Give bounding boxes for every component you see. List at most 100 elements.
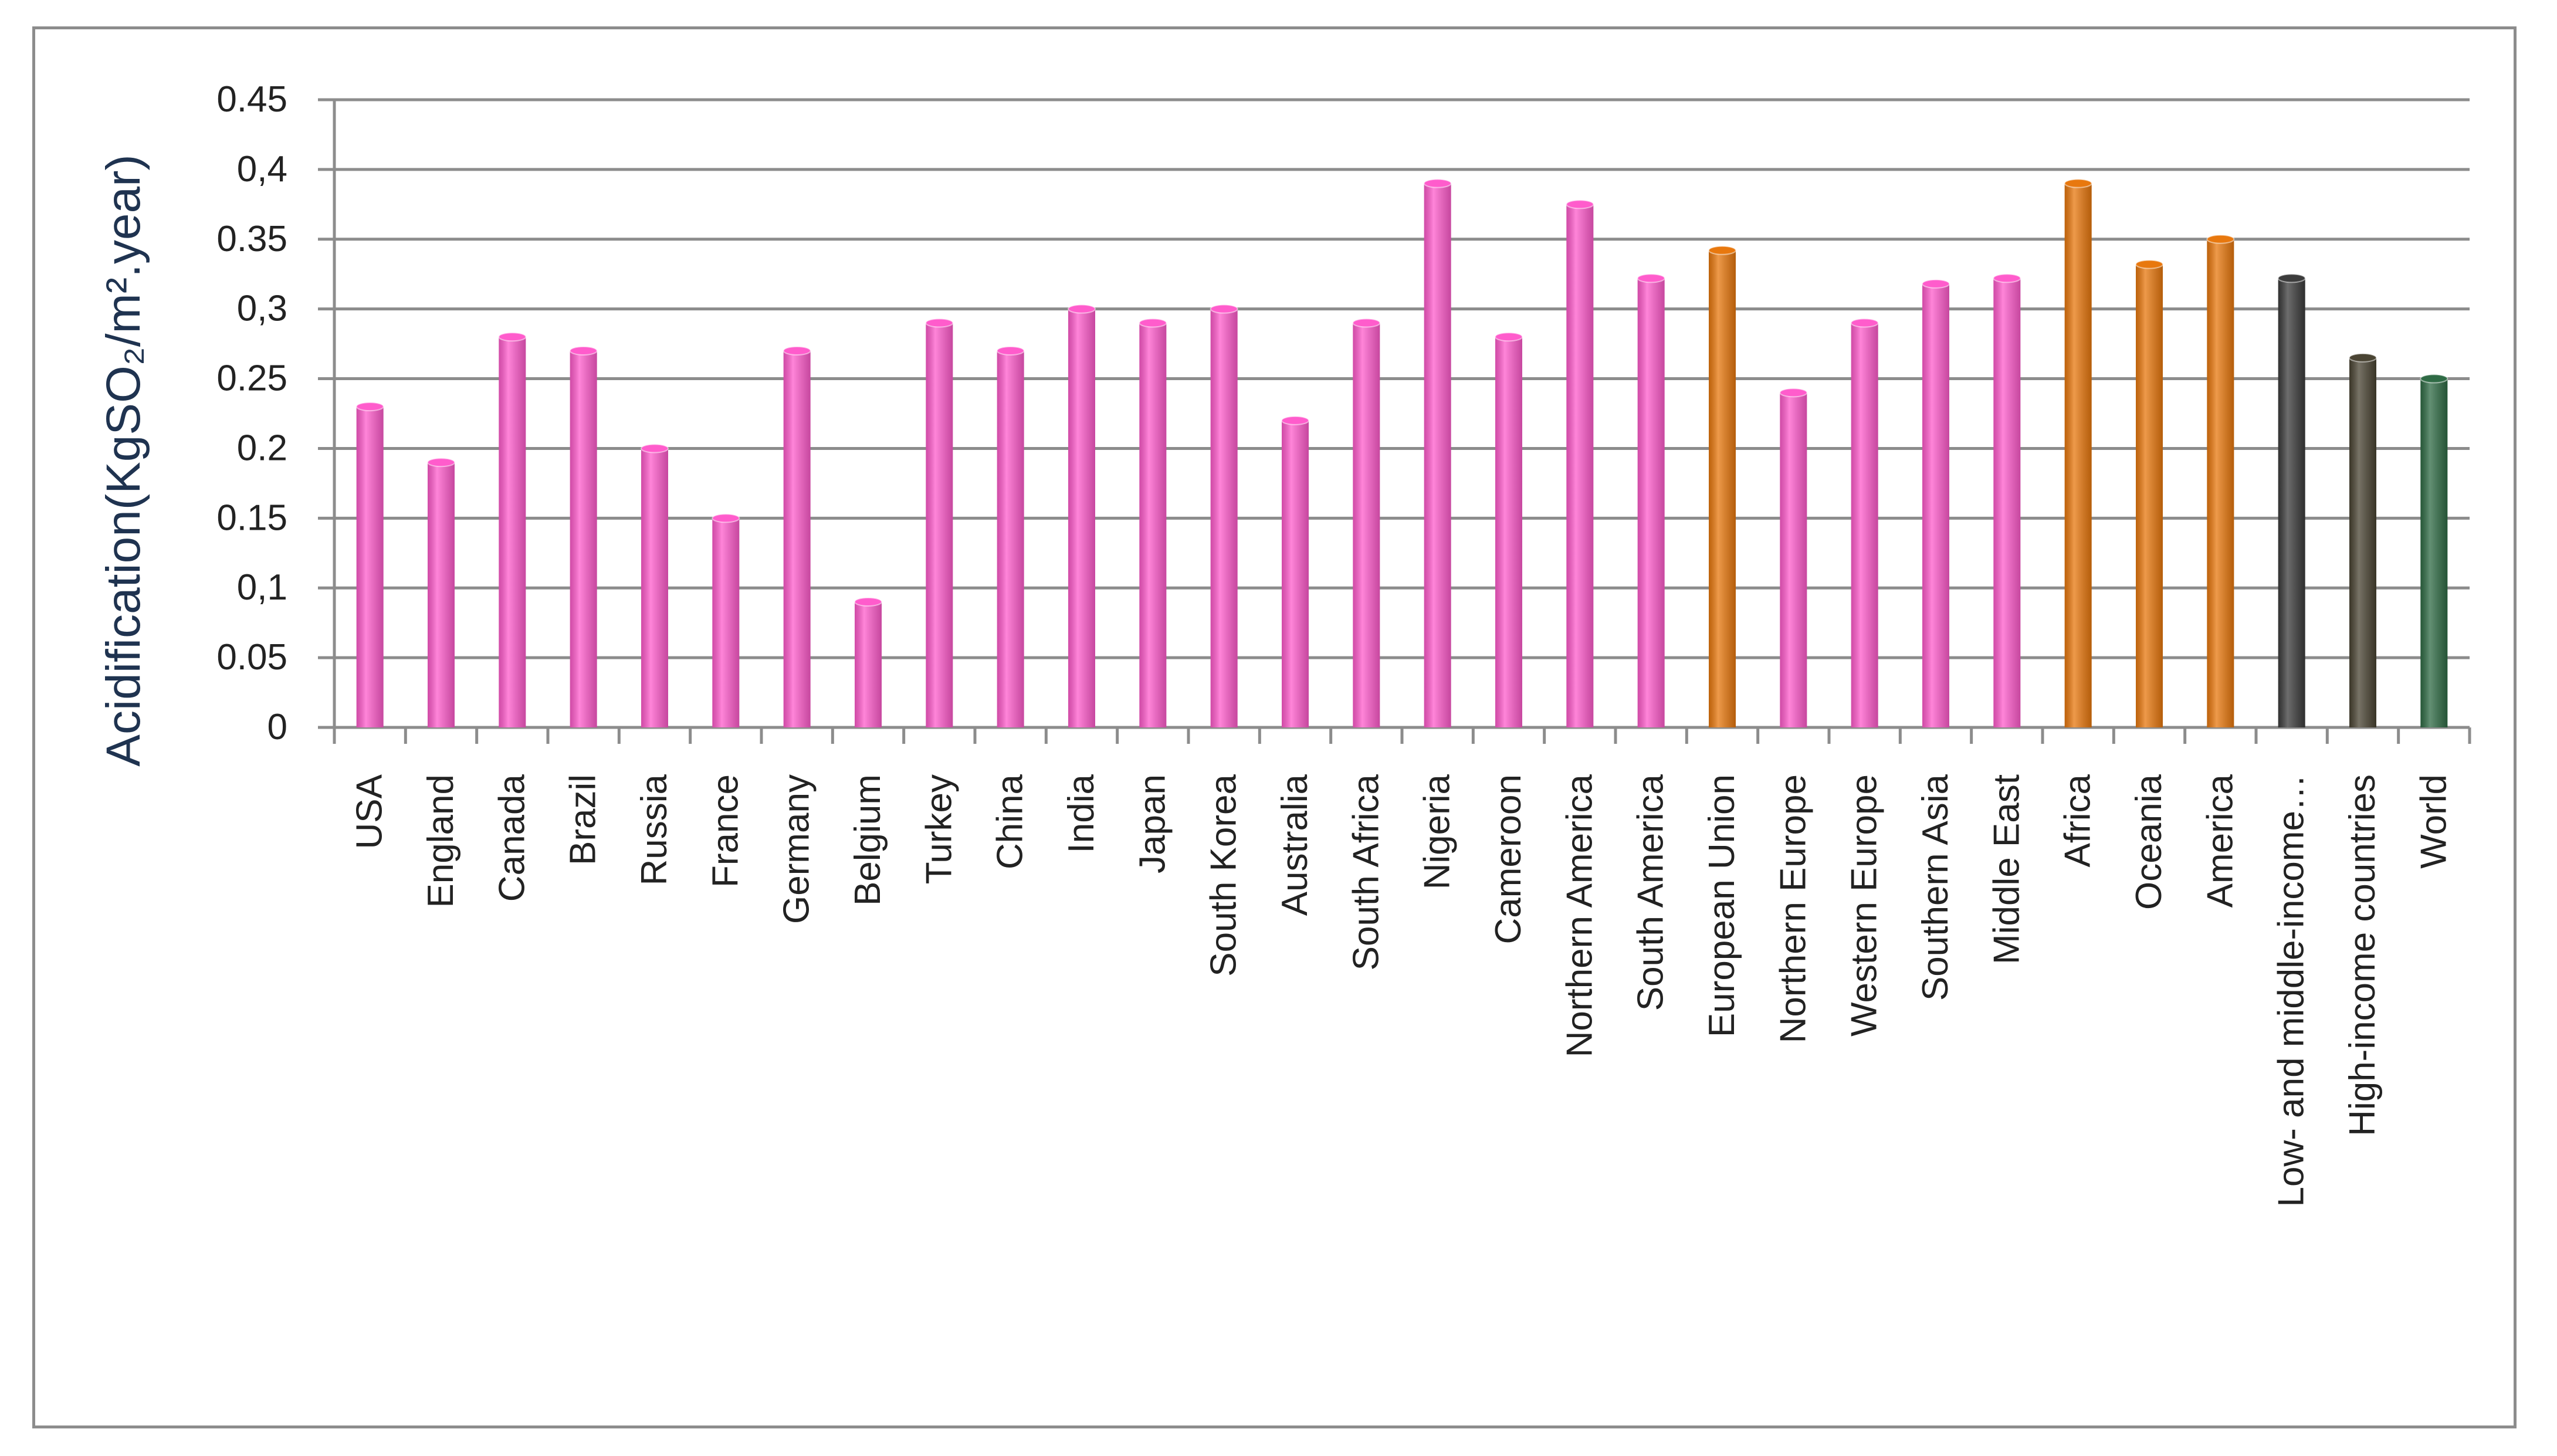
bar-shade-5 [712, 518, 740, 727]
bar-26 [2206, 234, 2235, 727]
bar-shade-23 [1993, 278, 2021, 727]
bar-cap-20 [1779, 388, 1808, 398]
bar-cap-21 [1850, 318, 1879, 328]
bar-24 [2064, 178, 2092, 728]
x-category-label-10: India [1061, 774, 1102, 853]
bar-28 [2349, 353, 2377, 727]
bar-13 [1281, 415, 1309, 727]
bar-shade-21 [1851, 323, 1878, 727]
bar-shade-18 [1637, 278, 1665, 727]
y-tick-label-2: 0,1 [237, 567, 287, 608]
x-category-label-26: America [2200, 774, 2240, 908]
bar-cap-28 [2349, 353, 2377, 363]
x-category-label-8: Turkey [919, 774, 959, 884]
bar-shade-29 [2420, 378, 2448, 727]
bar-cap-3 [569, 346, 598, 355]
bar-shade-1 [428, 462, 455, 727]
x-category-label-18: South America [1631, 774, 1671, 1011]
y-tick-labels: 0 0.05 0,1 0.15 0.2 0.25 0,3 0.35 0,4 0.45 [216, 79, 287, 747]
bar-shade-13 [1282, 420, 1309, 727]
bar-1 [427, 458, 455, 727]
bar-shade-26 [2207, 239, 2234, 727]
bar-cap-2 [498, 332, 527, 342]
bar-shade-2 [499, 337, 526, 727]
y-tick-label-0: 0 [267, 707, 287, 747]
bar-cap-6 [783, 346, 811, 355]
bar-shade-14 [1353, 323, 1380, 727]
y-tick-label-6: 0,3 [237, 289, 287, 329]
x-category-label-5: France [705, 774, 746, 888]
bar-cap-8 [925, 318, 954, 328]
bar-cap-0 [355, 402, 384, 412]
bar-shade-15 [1424, 183, 1451, 728]
bar-7 [854, 597, 882, 727]
bar-2 [498, 332, 527, 727]
x-category-label-20: Northern Europe [1773, 774, 1813, 1043]
bar-cap-25 [2135, 259, 2163, 269]
bar-shade-12 [1210, 309, 1238, 727]
x-category-label-24: Africa [2058, 774, 2098, 867]
bar-cap-5 [712, 513, 740, 523]
x-category-label-7: Belgium [848, 774, 888, 906]
bar-cap-24 [2064, 178, 2092, 188]
x-category-labels: USA England Canada Brazil Russia France German… [350, 774, 2454, 1207]
x-category-label-11: Japan [1132, 774, 1173, 873]
x-category-label-17: Northern America [1559, 774, 1600, 1057]
x-category-label-14: South Africa [1346, 774, 1386, 970]
y-tick-label-3: 0.15 [216, 497, 287, 538]
bar-cap-15 [1423, 178, 1452, 188]
x-category-label-15: Nigeria [1417, 774, 1458, 889]
bar-cap-19 [1708, 245, 1736, 255]
bar-shade-9 [997, 351, 1024, 727]
x-category-label-25: Oceania [2129, 774, 2169, 909]
bar-25 [2135, 259, 2163, 728]
bar-shade-24 [2064, 183, 2092, 728]
bar-cap-12 [1210, 304, 1238, 314]
y-tick-label-8: 0,4 [237, 149, 287, 189]
bar-3 [569, 346, 598, 727]
x-category-label-3: Brazil [563, 774, 604, 865]
x-category-label-27: Low- and middle-income… [2271, 774, 2312, 1207]
bar-cap-13 [1281, 415, 1309, 425]
bar-cap-14 [1352, 318, 1381, 328]
x-category-label-9: China [990, 774, 1031, 869]
bar-cap-7 [854, 597, 882, 607]
bar-cap-1 [427, 458, 455, 468]
y-tick-label-1: 0.05 [216, 637, 287, 678]
bar-cap-22 [1922, 279, 1950, 289]
axes [318, 98, 2471, 744]
bar-shade-22 [1922, 283, 1949, 727]
bar-0 [355, 402, 384, 727]
y-tick-label-7: 0.35 [216, 219, 287, 259]
bar-cap-27 [2277, 273, 2306, 283]
bar-cap-10 [1068, 304, 1096, 314]
bar-15 [1423, 178, 1452, 728]
x-category-label-22: Southern Asia [1915, 774, 1956, 1001]
bar-17 [1566, 199, 1594, 727]
bar-shade-3 [570, 351, 597, 727]
bar-14 [1352, 318, 1381, 727]
bar-23 [1993, 273, 2021, 727]
bar-cap-11 [1139, 318, 1167, 328]
y-tick-label-5: 0.25 [216, 358, 287, 399]
bar-shade-11 [1139, 323, 1167, 727]
bar-27 [2277, 273, 2306, 727]
bar-shade-25 [2136, 264, 2163, 728]
y-tick-label-4: 0.2 [237, 428, 287, 468]
bar-9 [996, 346, 1025, 727]
bar-shade-20 [1780, 392, 1807, 727]
y-axis-title: Acidification(KgSO₂/m².year) [97, 154, 150, 766]
bar-22 [1922, 279, 1950, 727]
x-category-label-4: Russia [634, 774, 675, 885]
bar-12 [1210, 304, 1238, 727]
bars [355, 178, 2448, 728]
x-category-label-1: England [421, 774, 461, 908]
x-category-label-0: USA [350, 774, 390, 849]
x-category-label-28: High-income countries [2342, 774, 2383, 1136]
bar-shade-10 [1068, 309, 1095, 727]
bar-21 [1850, 318, 1879, 727]
x-category-label-13: Australia [1275, 774, 1315, 916]
x-category-label-23: Middle East [1986, 774, 2027, 964]
bar-cap-18 [1637, 273, 1665, 283]
bar-cap-4 [641, 443, 669, 453]
